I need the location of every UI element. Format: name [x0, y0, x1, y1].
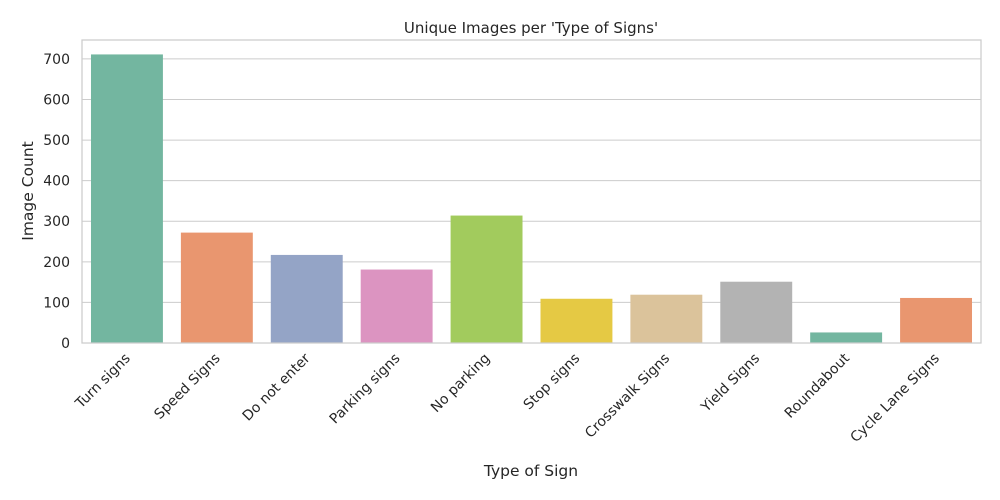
x-tick-label: No parking: [428, 351, 493, 416]
bar: [900, 297, 973, 343]
y-tick-label: 600: [43, 92, 70, 108]
plot-frame: [81, 39, 982, 344]
bar: [450, 215, 523, 343]
chart-title: Unique Images per 'Type of Signs': [404, 19, 658, 37]
bar: [270, 254, 343, 343]
x-tick-label: Cycle Lane Signs: [848, 351, 943, 446]
x-axis-title: Type of Sign: [483, 462, 578, 480]
y-axis-title: Image Count: [19, 141, 37, 241]
x-tick-labels: Turn signs Speed Signs Do not enter Parking…: [72, 350, 943, 446]
y-tick-label: 100: [43, 295, 70, 311]
x-tick-label: Speed Signs: [151, 351, 223, 423]
y-tick-label: 700: [43, 52, 70, 68]
y-tick-label: 500: [43, 133, 70, 149]
x-tick-label: Stop signs: [521, 351, 584, 414]
bar: [180, 232, 253, 343]
bar: [630, 294, 703, 343]
x-tick-label: Yield Signs: [698, 351, 763, 416]
y-tick-label: 200: [43, 255, 70, 271]
bar: [90, 54, 163, 344]
x-tick-label: Roundabout: [782, 350, 854, 422]
y-tick-label: 300: [43, 214, 70, 230]
bar: [360, 269, 433, 343]
y-tick-label: 0: [61, 336, 70, 352]
bar: [720, 281, 793, 343]
bar: [540, 298, 613, 343]
x-tick-label: Do not enter: [240, 350, 314, 424]
bar: [810, 332, 883, 343]
bars: [90, 54, 973, 344]
x-tick-label: Turn signs: [72, 351, 134, 413]
y-tick-labels: 0 100 200 300 400 500 600 700: [43, 52, 70, 352]
x-tick-label: Crosswalk Signs: [582, 351, 673, 442]
y-tick-label: 400: [43, 174, 70, 190]
x-tick-label: Parking signs: [327, 351, 404, 428]
